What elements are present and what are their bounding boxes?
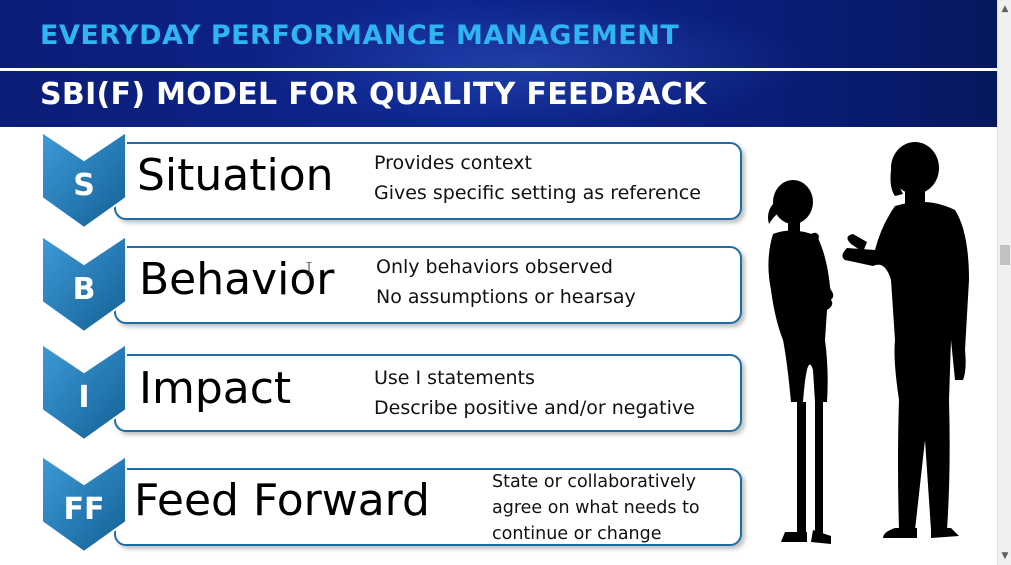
slide-subtitle: SBI(F) MODEL FOR QUALITY FEEDBACK [40,77,707,112]
row-description: Provides context Gives specific setting … [374,148,701,208]
row-description: State or collaboratively agree on what n… [492,469,700,547]
row-box [114,142,742,220]
description-line: Gives specific setting as reference [374,182,701,204]
row-box [114,354,742,432]
row-letter: FF [63,492,105,527]
row-letter: B [72,272,96,307]
row-description: Only behaviors observed No assumptions o… [376,252,636,312]
down-chevron-icon [41,130,127,230]
row-term: Feed Forward [134,475,430,526]
slide-title: EVERYDAY PERFORMANCE MANAGEMENT [40,20,680,51]
scrollbar-thumb[interactable] [1000,245,1010,265]
description-line: No assumptions or hearsay [376,286,636,308]
scroll-down-arrow-icon[interactable]: ▼ [1001,551,1009,561]
row-term: Situation [137,150,334,201]
description-line: agree on what needs to [492,498,700,518]
scroll-up-arrow-icon[interactable]: ▲ [1001,4,1009,14]
row-term: Impact [139,363,292,414]
row-box [114,468,742,546]
two-people-silhouette-icon [768,142,969,544]
vertical-scrollbar[interactable]: ▲ ▼ [997,0,1011,565]
down-chevron-icon [41,454,127,554]
header-divider [0,68,997,71]
row-term: Behavior [139,254,335,305]
description-line: State or collaboratively [492,472,696,492]
text-cursor-icon [306,262,312,276]
down-chevron-icon [41,342,127,442]
slide-header: EVERYDAY PERFORMANCE MANAGEMENT SBI(F) M… [0,0,997,127]
row-letter: S [73,168,95,203]
row-box [114,246,742,324]
row-letter: I [78,380,90,415]
down-chevron-icon [41,234,127,334]
header-shine [250,0,810,127]
description-line: Use I statements [374,367,535,389]
description-line: Describe positive and/or negative [374,397,695,419]
row-description: Use I statements Describe positive and/o… [374,363,695,423]
description-line: Only behaviors observed [376,256,613,278]
description-line: continue or change [492,524,662,544]
description-line: Provides context [374,152,532,174]
